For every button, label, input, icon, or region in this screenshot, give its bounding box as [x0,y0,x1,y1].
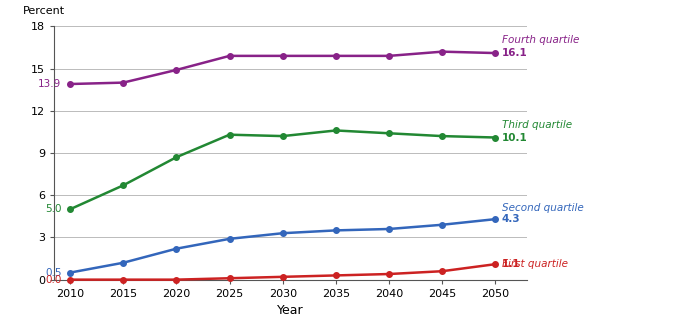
Text: Percent: Percent [23,6,66,16]
Text: Third quartile: Third quartile [502,120,572,131]
Text: 1.1: 1.1 [502,259,521,269]
Text: 10.1: 10.1 [502,133,527,142]
X-axis label: Year: Year [277,304,304,317]
Text: 16.1: 16.1 [502,48,527,58]
Text: Second quartile: Second quartile [502,203,583,213]
Text: Fourth quartile: Fourth quartile [502,35,579,45]
Text: 5.0: 5.0 [45,204,62,214]
Text: 0.0: 0.0 [45,275,62,285]
Text: 0.5: 0.5 [45,267,62,278]
Text: 4.3: 4.3 [502,214,521,224]
Text: First quartile: First quartile [502,259,568,269]
Text: 13.9: 13.9 [39,79,62,89]
